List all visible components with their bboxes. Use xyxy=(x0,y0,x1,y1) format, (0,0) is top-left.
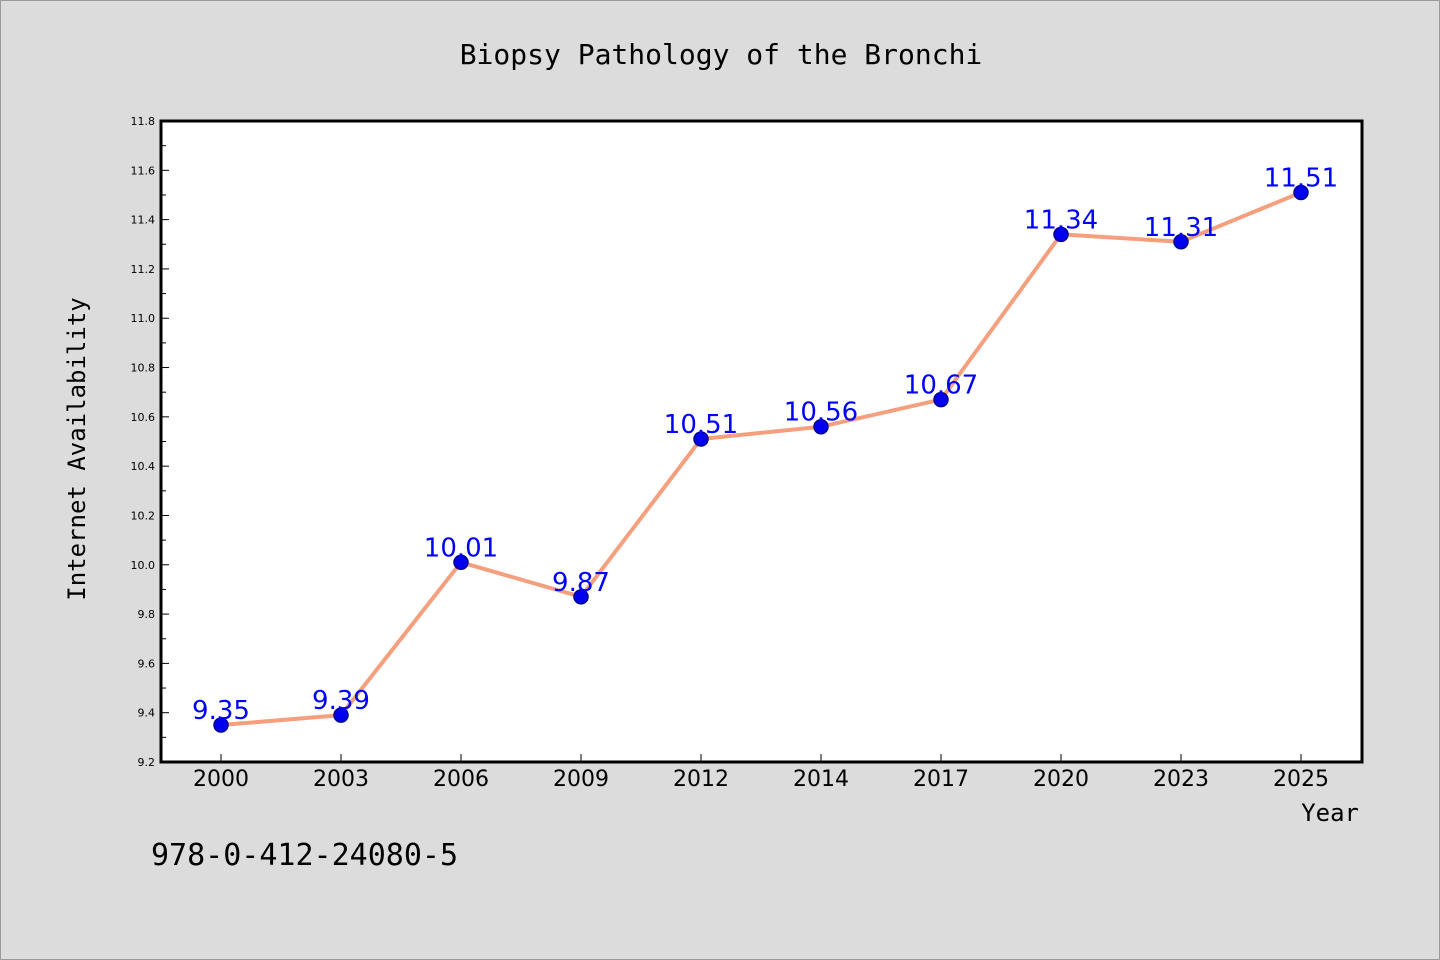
x-tick-label: 2000 xyxy=(193,767,249,792)
series-layer xyxy=(213,184,1309,733)
data-label: 10.51 xyxy=(664,410,738,440)
data-point xyxy=(1173,234,1189,250)
y-tick-label: 11.8 xyxy=(131,115,156,128)
y-tick-label: 10.2 xyxy=(131,509,156,522)
data-point xyxy=(213,717,229,733)
x-axis-label: Year xyxy=(1301,799,1359,827)
y-tick-label: 10.4 xyxy=(131,460,156,473)
y-tick-label: 9.6 xyxy=(138,657,156,670)
data-label: 9.87 xyxy=(552,568,610,598)
y-tick-label: 11.0 xyxy=(131,312,156,325)
data-point xyxy=(453,554,469,571)
data-point xyxy=(813,418,829,435)
data-point xyxy=(933,391,949,408)
data-label: 9.39 xyxy=(312,686,370,716)
y-axis: 9.2 9.4 9.6 9.8 10.0 10.2 10.4 10.6 10.8 11.0 11.2… xyxy=(131,115,169,769)
data-label: 11.51 xyxy=(1264,163,1338,193)
data-labels: 9.35 9.39 10.01 9.87 10.51 10.56 10.67 11.34 11.… xyxy=(192,163,1338,726)
y-tick-label: 10.6 xyxy=(131,411,156,424)
isbn-text: 978-0-412-24080-5 xyxy=(151,838,458,873)
data-label: 10.67 xyxy=(904,371,978,401)
data-label: 10.01 xyxy=(424,533,498,563)
data-label: 9.35 xyxy=(192,696,250,726)
x-tick-label: 2009 xyxy=(553,767,609,792)
data-label: 11.31 xyxy=(1144,213,1218,243)
y-tick-label: 11.6 xyxy=(131,164,156,177)
series-line xyxy=(220,190,1302,728)
x-tick-label: 2006 xyxy=(433,767,489,792)
y-tick-label: 10.0 xyxy=(131,559,156,572)
data-point xyxy=(693,431,709,447)
x-tick-label: 2012 xyxy=(673,767,729,792)
x-tick-label: 2017 xyxy=(913,767,969,792)
data-point xyxy=(333,707,349,723)
data-point xyxy=(1293,184,1309,201)
plot-area xyxy=(159,119,1364,764)
data-label: 11.34 xyxy=(1024,205,1098,235)
y-tick-label: 11.2 xyxy=(131,263,156,276)
y-tick-label: 9.8 xyxy=(138,608,156,621)
data-label: 10.56 xyxy=(784,398,858,428)
x-tick-label: 2023 xyxy=(1153,767,1209,792)
x-tick-label: 2020 xyxy=(1033,767,1089,792)
chart-title: Biopsy Pathology of the Bronchi xyxy=(460,38,983,71)
y-tick-label: 9.4 xyxy=(138,707,156,720)
y-tick-label: 11.4 xyxy=(131,214,156,227)
y-tick-label: 10.8 xyxy=(131,362,156,375)
y-tick-label: 9.2 xyxy=(138,756,156,769)
x-axis: 2000 2003 2006 2009 2012 2014 2017 2020 2023 2025 xyxy=(193,754,1329,792)
data-point xyxy=(573,589,589,605)
x-tick-label: 2025 xyxy=(1273,767,1329,792)
x-tick-label: 2003 xyxy=(313,767,369,792)
y-axis-label: Internet Availability xyxy=(63,297,91,600)
data-point xyxy=(1053,226,1069,243)
x-tick-label: 2014 xyxy=(793,767,849,792)
